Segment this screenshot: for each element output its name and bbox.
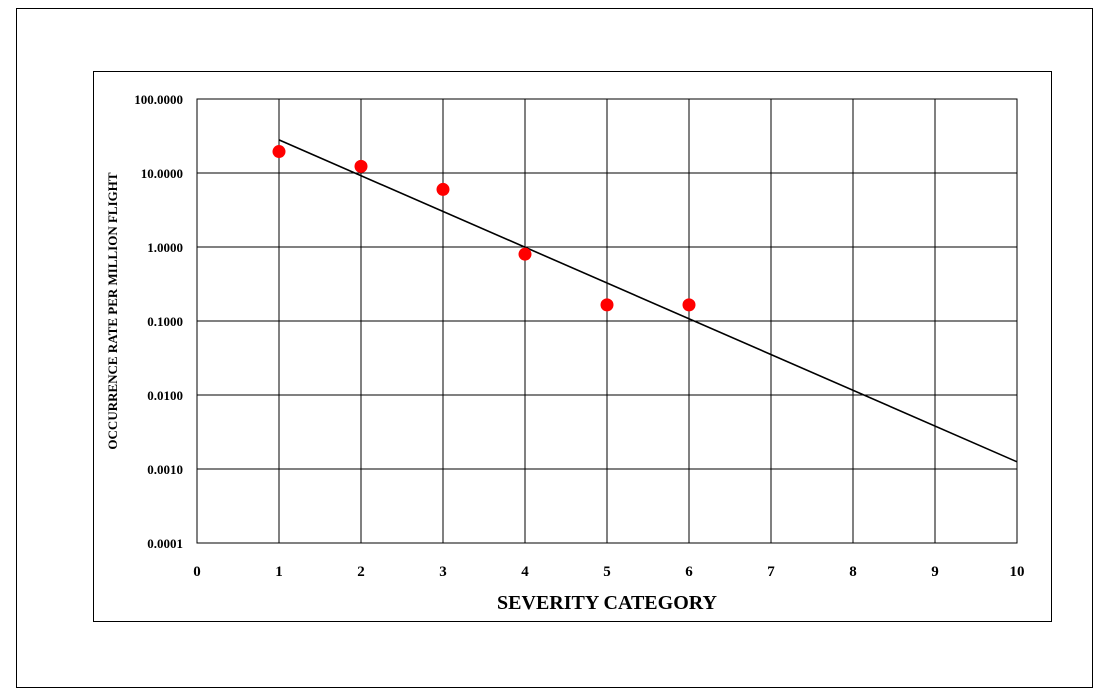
x-tick-label: 10 [1010, 564, 1025, 580]
x-tick-labels: 0 1 2 3 4 5 6 7 8 9 10 [193, 564, 1024, 580]
x-tick-label: 8 [849, 564, 857, 580]
data-point [682, 298, 696, 312]
x-tick-label: 3 [439, 564, 447, 580]
x-tick-label: 2 [357, 564, 365, 580]
y-tick-label: 0.0100 [147, 388, 183, 403]
grid-lines [196, 98, 1018, 544]
y-tick-labels: 0.0001 0.0010 0.0100 0.1000 1.0000 10.0000 100… [134, 92, 183, 551]
x-tick-label: 9 [931, 564, 939, 580]
y-tick-label: 0.1000 [147, 314, 183, 329]
x-tick-label: 1 [275, 564, 283, 580]
x-tick-label: 0 [193, 564, 201, 580]
x-tick-label: 6 [685, 564, 693, 580]
data-point [354, 159, 368, 173]
plot-area-border [196, 98, 1018, 544]
y-tick-label: 1.0000 [147, 240, 183, 255]
y-tick-label: 10.0000 [141, 166, 183, 181]
chart-svg: 0.00010.00100.01000.10001.000010.0000100… [105, 92, 1025, 614]
y-axis-title: OCCURRENCE RATE PER MILLION FLIGHT [105, 172, 120, 449]
x-tick-label: 5 [603, 564, 611, 580]
x-tick-label: 4 [521, 564, 529, 580]
data-point [272, 145, 286, 159]
trendline-group [278, 139, 1018, 463]
data-point [600, 298, 614, 312]
y-tick-label: 0.0001 [147, 536, 183, 551]
trendline [278, 139, 1018, 463]
x-tick-label: 7 [767, 564, 775, 580]
chart-area-border [93, 71, 1052, 622]
y-tick-label: 100.0000 [134, 92, 183, 107]
data-point [436, 182, 450, 196]
data-point [518, 247, 532, 261]
y-tick-label: 0.0010 [147, 462, 183, 477]
data-points [272, 145, 696, 312]
x-axis-title: SEVERITY CATEGORY [497, 592, 717, 614]
